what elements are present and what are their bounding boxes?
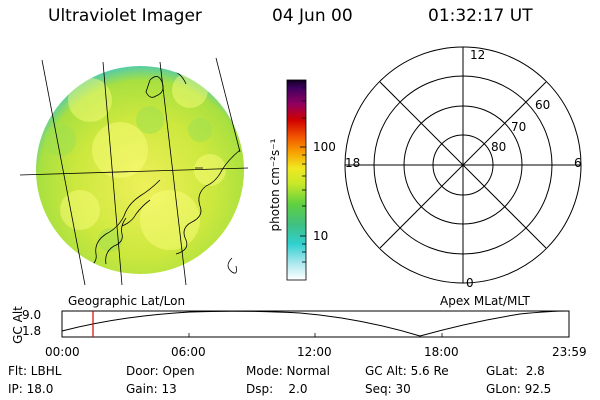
timeline-x-tick-2359: 23:59 — [552, 345, 587, 359]
seq-readout: Seq: 30 — [365, 382, 411, 396]
polar-plot — [344, 46, 582, 284]
timeline-x-tick-1200: 12:00 — [297, 345, 332, 359]
coastline-overlay — [83, 69, 241, 271]
mlt-label-12: 12 — [470, 48, 486, 62]
timeline-x-tick-1800: 18:00 — [424, 345, 459, 359]
lat-label-80: 80 — [491, 140, 507, 154]
colorbar-tick-10: 10 — [313, 229, 329, 243]
uv-image-disk — [19, 57, 249, 286]
colorbar — [286, 79, 307, 281]
mlt-label-0: 0 — [466, 276, 474, 290]
lat-label-70: 70 — [511, 120, 527, 134]
geographic-grid-label: Geographic Lat/Lon — [68, 294, 186, 308]
timeline-y-tick-min: 1.8 — [22, 324, 42, 338]
door-readout: Door: Open — [126, 364, 195, 378]
gc-alt-readout: GC Alt: 5.6 Re — [365, 364, 449, 378]
colorbar-tick-100: 100 — [313, 140, 336, 154]
dsp-readout: Dsp: 2.0 — [246, 382, 308, 396]
mlt-label-18: 18 — [345, 156, 361, 170]
app-title: Ultraviolet Imager — [48, 6, 202, 26]
glon-readout: GLon: 92.5 — [486, 382, 552, 396]
ip-readout: IP: 18.0 — [8, 382, 54, 396]
gain-readout: Gain: 13 — [126, 382, 177, 396]
filter-readout: Flt: LBHL — [8, 364, 62, 378]
apex-grid-label: Apex MLat/MLT — [440, 294, 530, 308]
timeline-x-tick-0000: 00:00 — [45, 345, 80, 359]
geo-grid — [19, 57, 249, 286]
altitude-timeline — [61, 310, 570, 338]
timeline-x-tick-0600: 06:00 — [171, 345, 206, 359]
date-readout: 04 Jun 00 — [272, 6, 353, 26]
mlt-label-6: 6 — [574, 156, 582, 170]
timeline-y-tick-max: 9.0 — [22, 308, 42, 322]
colorbar-units-label: photon cm⁻²s⁻¹ — [268, 138, 282, 232]
glat-readout: GLat: 2.8 — [486, 364, 545, 378]
mode-readout: Mode: Normal — [246, 364, 330, 378]
time-readout: 01:32:17 UT — [428, 6, 533, 26]
lat-label-60: 60 — [535, 98, 551, 112]
